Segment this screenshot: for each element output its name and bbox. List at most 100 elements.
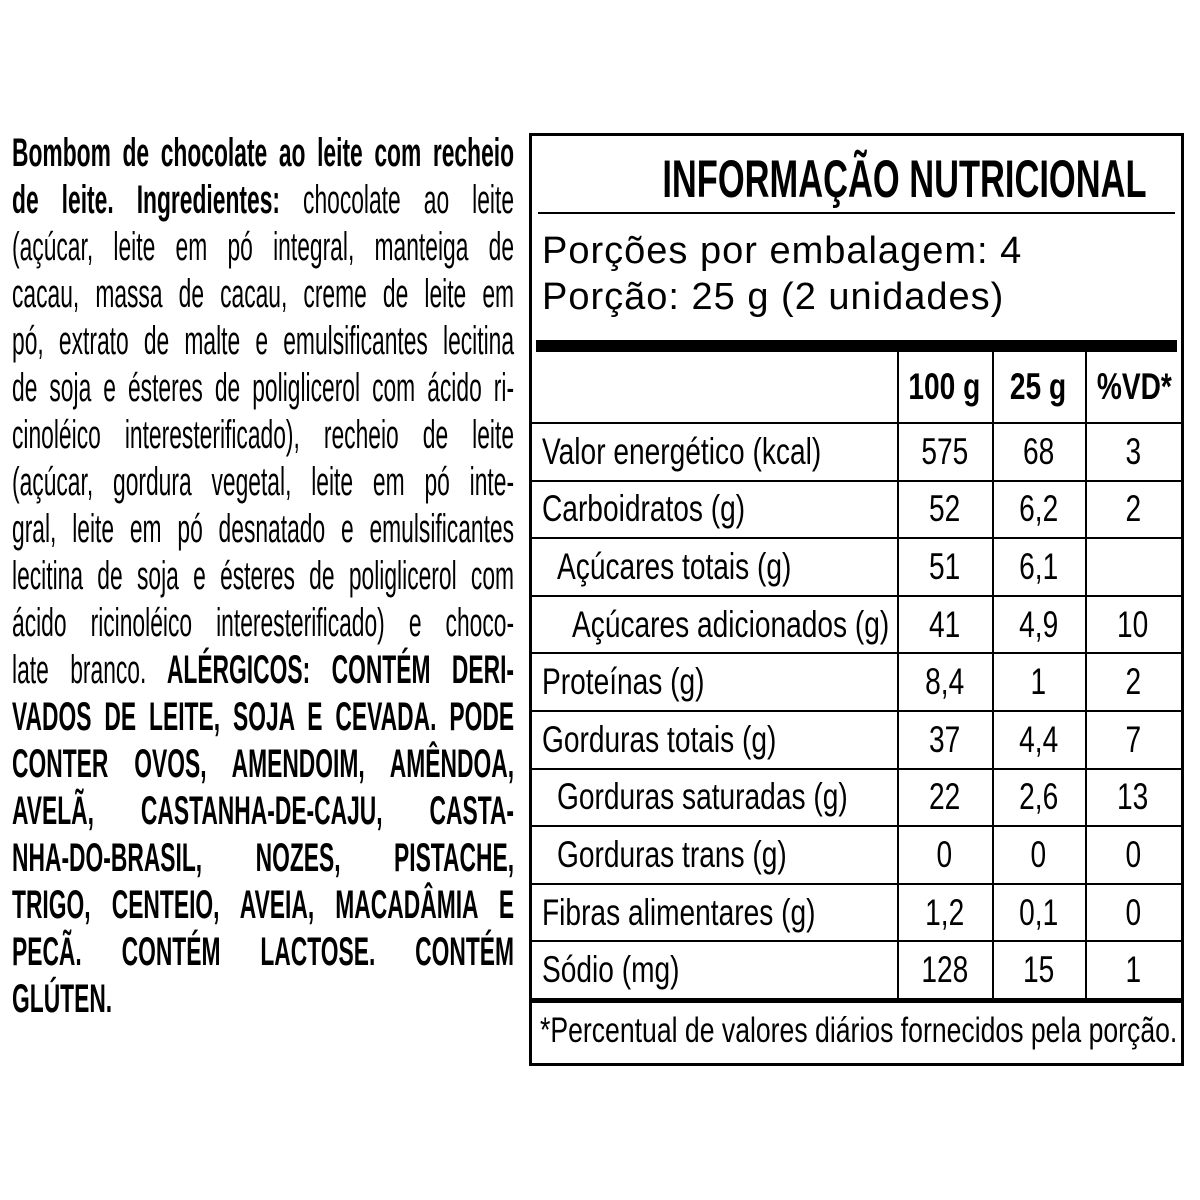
table-row: Gorduras totais (g) 37 4,4 7 xyxy=(532,709,1181,768)
ingredients-line: cinoléico interesterificado), recheio de… xyxy=(12,412,514,459)
ingredients-line: Bombom de chocolate ao leite com recheio xyxy=(12,130,514,177)
table-row: Valor energético (kcal) 575 68 3 xyxy=(532,422,1181,480)
title-divider xyxy=(538,212,1175,214)
cell-value-vd: 2 xyxy=(1085,482,1181,538)
ingredients-line: cacau, massa de cacau, creme de leite em xyxy=(12,271,514,318)
cell-value-vd-text: 0 xyxy=(1125,891,1141,933)
nutrient-label-text: Fibras alimentares (g) xyxy=(542,891,816,933)
cell-value-25g-text: 6,2 xyxy=(1018,488,1059,530)
ingredients-line: late branco. ALÉRGICOS: CONTÉM DERI- xyxy=(12,647,514,694)
ingredients-line: VADOS DE LEITE, SOJA E CEVADA. PODE xyxy=(12,694,514,741)
ingredients-line: NHA-DO-BRASIL, NOZES, PISTACHE, xyxy=(12,835,514,882)
cell-value-100g: 37 xyxy=(897,712,992,768)
nutrient-label-text: Gorduras saturadas (g) xyxy=(557,776,848,818)
cell-value-vd: 7 xyxy=(1085,712,1181,768)
cell-value-100g-text: 8,4 xyxy=(924,661,965,703)
ingredients-bold-text: ALÉRGICOS: CONTÉM DERI- xyxy=(146,648,515,692)
cell-value-25g: 2,6 xyxy=(992,770,1085,826)
cell-value-100g: 22 xyxy=(897,770,992,826)
header-cell-100g: 100 g xyxy=(897,352,992,422)
ingredients-text: de soja e ésteres de poliglicerol com ác… xyxy=(12,366,515,410)
ingredients-text: pó, extrato de malte e emulsificantes le… xyxy=(12,319,515,363)
ingredients-bold-text: Bombom de chocolate ao leite com recheio xyxy=(12,131,515,175)
table-row: Fibras alimentares (g) 1,2 0,1 0 xyxy=(532,882,1181,941)
column-divider-2 xyxy=(992,352,994,998)
cell-value-25g: 0 xyxy=(992,827,1085,883)
cell-nutrient-label: Gorduras totais (g) xyxy=(532,712,897,768)
ingredients-text: chocolate ao leite xyxy=(279,178,515,222)
cell-value-100g-text: 1,2 xyxy=(924,891,965,933)
footnote-text: *Percentual de valores diários fornecido… xyxy=(540,1011,1178,1050)
cell-nutrient-label: Valor energético (kcal) xyxy=(532,424,897,480)
cell-value-vd xyxy=(1085,539,1181,595)
nutrient-label-text: Proteínas (g) xyxy=(542,661,705,703)
cell-value-25g: 1 xyxy=(992,654,1085,710)
cell-value-25g-text: 0 xyxy=(1030,833,1047,875)
cell-value-100g: 52 xyxy=(897,482,992,538)
nutrient-label-text: Açúcares adicionados (g) xyxy=(572,603,890,645)
ingredients-bold-text: VADOS DE LEITE, SOJA E CEVADA. PODE xyxy=(12,695,515,739)
cell-value-100g: 41 xyxy=(897,597,992,653)
table-rows: Valor energético (kcal) 575 68 3 Carboidrato… xyxy=(532,422,1181,998)
cell-value-100g: 128 xyxy=(897,942,992,998)
cell-value-100g-text: 0 xyxy=(936,833,953,875)
header-label-100g: 100 g xyxy=(908,366,981,407)
cell-value-100g-text: 37 xyxy=(928,718,961,760)
cell-value-vd-text: 0 xyxy=(1125,833,1141,875)
table-row: Açúcares totais (g) 51 6,1 xyxy=(532,537,1181,595)
table-row: Gorduras trans (g) 0 0 0 xyxy=(532,825,1181,883)
table-row: Proteínas (g) 8,4 1 2 xyxy=(532,652,1181,710)
cell-value-100g: 51 xyxy=(897,539,992,595)
ingredients-bold-text: NHA-DO-BRASIL, NOZES, PISTACHE, xyxy=(12,836,515,880)
ingredients-line: de leite. Ingredientes: chocolate ao lei… xyxy=(12,177,514,224)
cell-value-25g: 6,2 xyxy=(992,482,1085,538)
cell-value-25g: 68 xyxy=(992,424,1085,480)
cell-value-100g: 1,2 xyxy=(897,885,992,941)
cell-value-vd: 0 xyxy=(1085,885,1181,941)
portion-size: Porção: 25 g (2 unidades) xyxy=(542,276,1005,318)
ingredients-line: GLÚTEN. xyxy=(12,976,514,1023)
ingredients-line: gral, leite em pó desnatado e emulsifica… xyxy=(12,506,514,553)
nutrition-table: INFORMAÇÃO NUTRICIONAL Porções por embal… xyxy=(529,133,1184,1066)
header-label-25g: 25 g xyxy=(1010,366,1067,407)
cell-value-100g-text: 22 xyxy=(928,776,961,818)
ingredients-line: (açúcar, gordura vegetal, leite em pó in… xyxy=(12,459,514,506)
ingredients-line: AVELÃ, CASTANHA-DE-CAJU, CASTA- xyxy=(12,788,514,835)
cell-value-100g-text: 128 xyxy=(921,949,968,991)
cell-nutrient-label: Carboidratos (g) xyxy=(532,482,897,538)
ingredients-bold-text: GLÚTEN. xyxy=(12,977,113,1021)
cell-value-100g-text: 51 xyxy=(928,545,961,587)
thick-divider-bar xyxy=(536,340,1177,352)
ingredients-bold-text: TRIGO, CENTEIO, AVEIA, MACADÂMIA E xyxy=(12,883,515,927)
cell-value-25g-text: 1 xyxy=(1030,661,1047,703)
table-row: Gorduras saturadas (g) 22 2,6 13 xyxy=(532,767,1181,826)
ingredients-line: (açúcar, leite em pó integral, manteiga … xyxy=(12,224,514,271)
cell-nutrient-label: Fibras alimentares (g) xyxy=(532,885,897,941)
ingredients-text: lecitina de soja e ésteres de poliglicer… xyxy=(12,554,515,598)
cell-value-25g: 4,4 xyxy=(992,712,1085,768)
cell-value-100g-text: 52 xyxy=(928,488,961,530)
cell-value-vd: 2 xyxy=(1085,654,1181,710)
ingredients-line: ácido ricinoléico interesterificado) e c… xyxy=(12,600,514,647)
cell-value-25g-text: 15 xyxy=(1022,949,1055,991)
cell-value-100g: 0 xyxy=(897,827,992,883)
cell-nutrient-label: Proteínas (g) xyxy=(532,654,897,710)
nutrient-label-text: Sódio (mg) xyxy=(542,949,680,991)
ingredients-line: lecitina de soja e ésteres de poliglicer… xyxy=(12,553,514,600)
header-cell-empty xyxy=(532,352,897,422)
ingredients-block: Bombom de chocolate ao leite com recheio… xyxy=(12,130,514,1023)
cell-nutrient-label: Açúcares totais (g) xyxy=(532,539,897,595)
footnote: *Percentual de valores diários fornecido… xyxy=(540,1005,1179,1057)
nutrition-table-title-text: INFORMAÇÃO NUTRICIONAL xyxy=(662,150,1147,209)
ingredients-line: CONTER OVOS, AMENDOIM, AMÊNDOA, xyxy=(12,741,514,788)
cell-value-25g-text: 0,1 xyxy=(1018,891,1059,933)
ingredients-bold-text: PECÃ. CONTÉM LACTOSE. CONTÉM xyxy=(12,930,515,974)
cell-value-25g: 0,1 xyxy=(992,885,1085,941)
cell-value-vd-text: 10 xyxy=(1117,603,1149,645)
cell-value-vd: 10 xyxy=(1085,597,1181,653)
nutrition-table-title: INFORMAÇÃO NUTRICIONAL xyxy=(532,150,1181,210)
cell-nutrient-label: Gorduras saturadas (g) xyxy=(532,770,897,826)
column-divider-1 xyxy=(897,352,899,998)
cell-value-100g-text: 41 xyxy=(928,603,961,645)
